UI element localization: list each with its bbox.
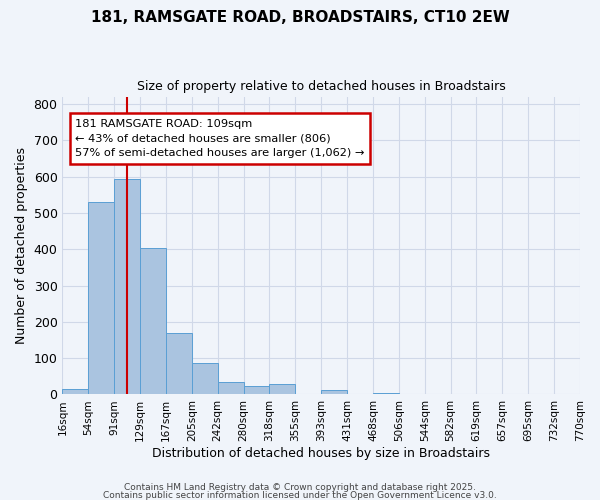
Bar [321, 390, 347, 394]
Bar [218, 382, 244, 394]
Bar [166, 333, 192, 394]
X-axis label: Distribution of detached houses by size in Broadstairs: Distribution of detached houses by size … [152, 447, 490, 460]
Text: 181 RAMSGATE ROAD: 109sqm
← 43% of detached houses are smaller (806)
57% of semi: 181 RAMSGATE ROAD: 109sqm ← 43% of detac… [76, 118, 365, 158]
Title: Size of property relative to detached houses in Broadstairs: Size of property relative to detached ho… [137, 80, 506, 93]
Bar [192, 362, 218, 394]
Bar [244, 386, 269, 394]
Bar [62, 389, 88, 394]
Text: Contains public sector information licensed under the Open Government Licence v3: Contains public sector information licen… [103, 490, 497, 500]
Bar [88, 202, 114, 394]
Bar [114, 178, 140, 394]
Y-axis label: Number of detached properties: Number of detached properties [15, 147, 28, 344]
Text: Contains HM Land Registry data © Crown copyright and database right 2025.: Contains HM Land Registry data © Crown c… [124, 483, 476, 492]
Bar [140, 248, 166, 394]
Bar [269, 384, 295, 394]
Text: 181, RAMSGATE ROAD, BROADSTAIRS, CT10 2EW: 181, RAMSGATE ROAD, BROADSTAIRS, CT10 2E… [91, 10, 509, 25]
